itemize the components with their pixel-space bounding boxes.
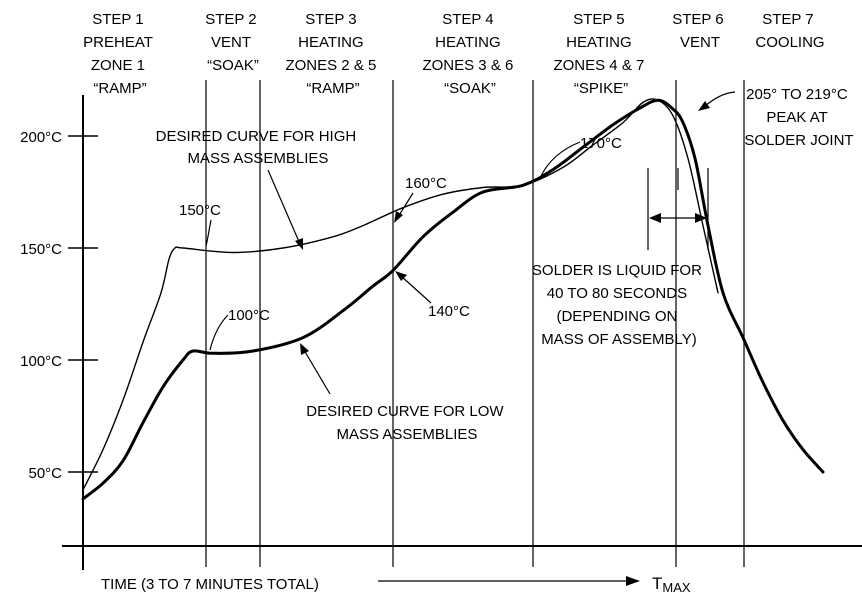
time-label: TIME (3 TO 7 MINUTES TOTAL) [101,576,319,593]
leader-160c [397,192,414,218]
annotation-high-mass: DESIRED CURVE FOR HIGH MASS ASSEMBLIES [156,128,361,167]
annotation-liquid: SOLDER IS LIQUID FOR 40 TO 80 SECONDS (D… [532,262,706,348]
annotation-100c: 100°C [228,307,270,324]
step-1-heading: STEP 1 PREHEAT ZONE 1 “RAMP” [83,11,157,97]
annotation-170c: 170°C [580,135,622,152]
curve-low-mass [81,98,825,501]
axes: 50°C 100°C 150°C 200°C [20,95,862,570]
tmax-label: TMAX [652,574,691,595]
leader-140c [400,275,432,304]
step-2-heading: STEP 2 VENT “SOAK” [205,11,261,74]
y-tick-label-100: 100°C [20,353,62,370]
annotation-peak: 205° TO 219°C PEAK AT SOLDER JOINT [744,86,853,149]
liquid-window-arrow-right-head [695,213,707,223]
annotation-160c: 160°C [405,175,447,192]
annotation-140c: 140°C [428,303,470,320]
step-5-heading: STEP 5 HEATING ZONES 4 & 7 “SPIKE” [553,11,648,97]
leader-peak [703,91,736,108]
y-tick-label-200: 200°C [20,129,62,146]
leader-140c-head [395,271,407,281]
leader-peak-head [698,101,710,111]
leader-170c [540,141,581,177]
y-tick-label-150: 150°C [20,241,62,258]
leader-100c [209,314,229,351]
time-axis-caption: TIME (3 TO 7 MINUTES TOTAL) TMAX [101,574,691,595]
step-3-heading: STEP 3 HEATING ZONES 2 & 5 “RAMP” [285,11,380,97]
liquid-window-arrow-left-head [649,213,661,223]
annotation-low-mass: DESIRED CURVE FOR LOW MASS ASSEMBLIES [306,403,507,443]
y-tick-label-50: 50°C [28,465,62,482]
step-separators [205,80,745,567]
leader-150c [205,219,212,247]
leader-160c-head [394,211,403,223]
leader-low-mass-head [300,343,309,355]
leader-high-mass-head [295,238,303,250]
step-6-heading: STEP 6 VENT [672,11,728,51]
step-headings: STEP 1 PREHEAT ZONE 1 “RAMP” STEP 2 VENT… [83,11,824,97]
time-arrow-head [626,576,640,586]
leader-low-mass [303,349,331,395]
leader-high-mass [267,169,301,245]
step-7-heading: STEP 7 COOLING [755,11,824,51]
annotations: DESIRED CURVE FOR HIGH MASS ASSEMBLIES D… [156,86,854,443]
annotation-150c: 150°C [179,202,221,219]
step-4-heading: STEP 4 HEATING ZONES 3 & 6 “SOAK” [422,11,517,97]
